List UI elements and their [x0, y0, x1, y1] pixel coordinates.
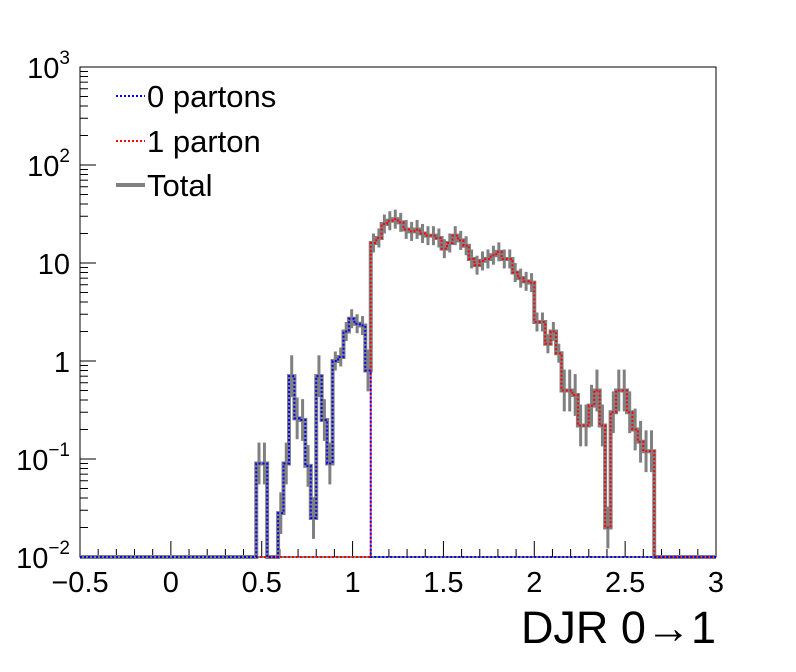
y-tick-base: 10 — [16, 445, 48, 477]
y-tick-base: 10 — [16, 543, 48, 575]
y-tick-label: 10−2 — [16, 538, 70, 575]
legend-label: Total — [147, 168, 212, 203]
x-tick-label: 1 — [345, 567, 361, 599]
series-line — [80, 218, 716, 558]
x-tick-label: 3 — [708, 567, 724, 599]
x-tick-label: 2.5 — [605, 567, 645, 599]
y-tick-exponent: −2 — [48, 538, 70, 559]
plot-frame — [79, 66, 717, 558]
series-0-partons — [80, 317, 716, 558]
x-tick-label: 0 — [163, 567, 179, 599]
x-axis-title: DJR 0→1 — [521, 602, 716, 653]
legend: 0 partons 1 parton Total — [116, 79, 276, 203]
y-tick-label: 102 — [27, 146, 70, 183]
y-tick-exponent: 3 — [59, 48, 70, 69]
y-tick-exponent: −1 — [48, 440, 70, 461]
y-tick-base: 10 — [27, 151, 59, 183]
y-tick-label: 10−1 — [16, 440, 70, 477]
series-line — [80, 317, 716, 558]
y-tick-label: 103 — [27, 48, 70, 85]
x-tick-label: 2 — [526, 567, 542, 599]
y-tick-base: 10 — [38, 249, 70, 281]
y-tick-label: 10 — [38, 249, 70, 281]
x-tick-label: 0.5 — [242, 567, 282, 599]
series-line — [80, 217, 716, 559]
y-tick-base: 10 — [27, 53, 59, 85]
legend-label: 1 parton — [147, 124, 261, 159]
series-layer — [80, 209, 716, 559]
x-axis: −0.5 0 0.5 1 1.5 2 2.5 3 — [51, 541, 724, 599]
series-1-parton — [80, 218, 716, 558]
y-tick-label: 1 — [54, 347, 70, 379]
x-tick-label: −0.5 — [51, 567, 108, 599]
y-tick-exponent: 2 — [59, 146, 70, 167]
x-tick-label: 1.5 — [423, 567, 463, 599]
y-tick-base: 1 — [54, 347, 70, 379]
series-total — [80, 209, 716, 559]
legend-label: 0 partons — [147, 79, 276, 114]
